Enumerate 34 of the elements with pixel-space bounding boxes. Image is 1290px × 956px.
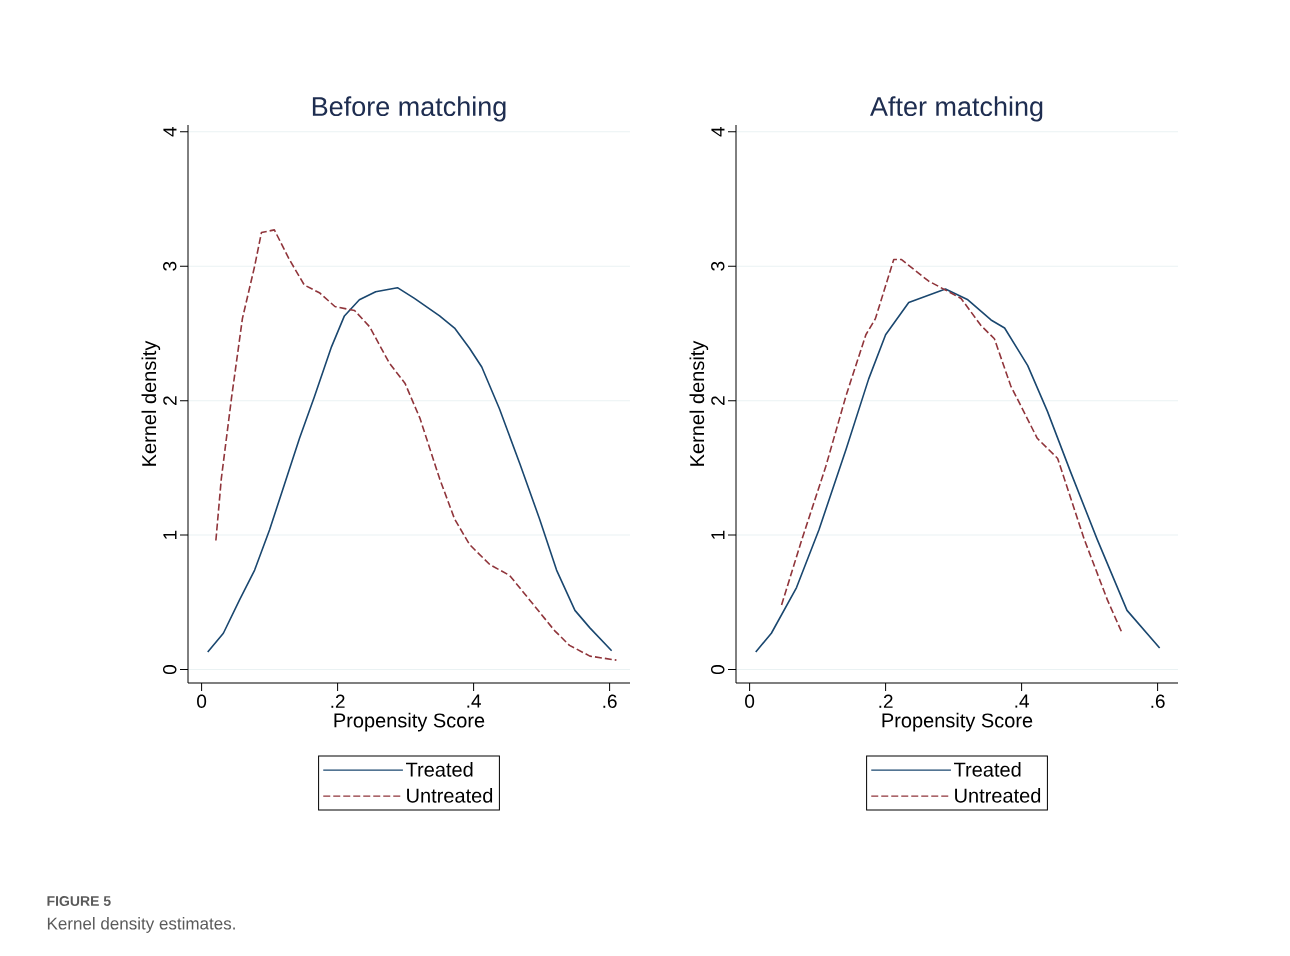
line-series bbox=[206, 286, 613, 653]
x-tick-label: .4 bbox=[467, 694, 481, 708]
legend-label: Treated bbox=[954, 762, 1021, 777]
x-tick-label: .2 bbox=[879, 694, 893, 708]
caption: FIGURE 5 bbox=[47, 896, 111, 906]
chart-title: After matching bbox=[870, 96, 1043, 122]
x-tick-label: .6 bbox=[603, 694, 617, 708]
x-tick-label: .6 bbox=[1151, 694, 1165, 708]
y-tick-label: 4 bbox=[163, 126, 177, 137]
text: Kernel density estimates. bbox=[47, 917, 235, 933]
y-axis-title: Kernel density bbox=[689, 340, 709, 466]
x-tick-label: .2 bbox=[331, 694, 345, 708]
y-tick-label: 3 bbox=[163, 261, 177, 271]
y-tick-label: 2 bbox=[711, 396, 725, 405]
chart-title: Before matching bbox=[312, 96, 506, 122]
x-tick-label: 0 bbox=[745, 694, 755, 708]
x-axis-title: Propensity Score bbox=[882, 712, 1033, 732]
y-tick-label: 1 bbox=[711, 530, 725, 539]
y-tick-label: 1 bbox=[163, 530, 177, 539]
legend-label: Untreated bbox=[407, 788, 493, 803]
x-tick-label: 0 bbox=[197, 694, 207, 708]
y-tick-label: 4 bbox=[711, 126, 725, 137]
y-tick-label: 0 bbox=[711, 665, 725, 675]
y-tick-label: 3 bbox=[711, 261, 725, 271]
legend-label: Treated bbox=[406, 762, 473, 777]
line-series bbox=[215, 229, 618, 661]
y-axis-title: Kernel density bbox=[141, 340, 161, 466]
y-tick-label: 0 bbox=[163, 665, 177, 675]
y-tick-label: 2 bbox=[163, 396, 177, 405]
x-axis-title: Propensity Score bbox=[334, 712, 485, 732]
line-series bbox=[780, 258, 1123, 633]
legend-label: Untreated bbox=[955, 788, 1041, 803]
line-series bbox=[754, 288, 1161, 653]
x-tick-label: .4 bbox=[1015, 694, 1029, 708]
